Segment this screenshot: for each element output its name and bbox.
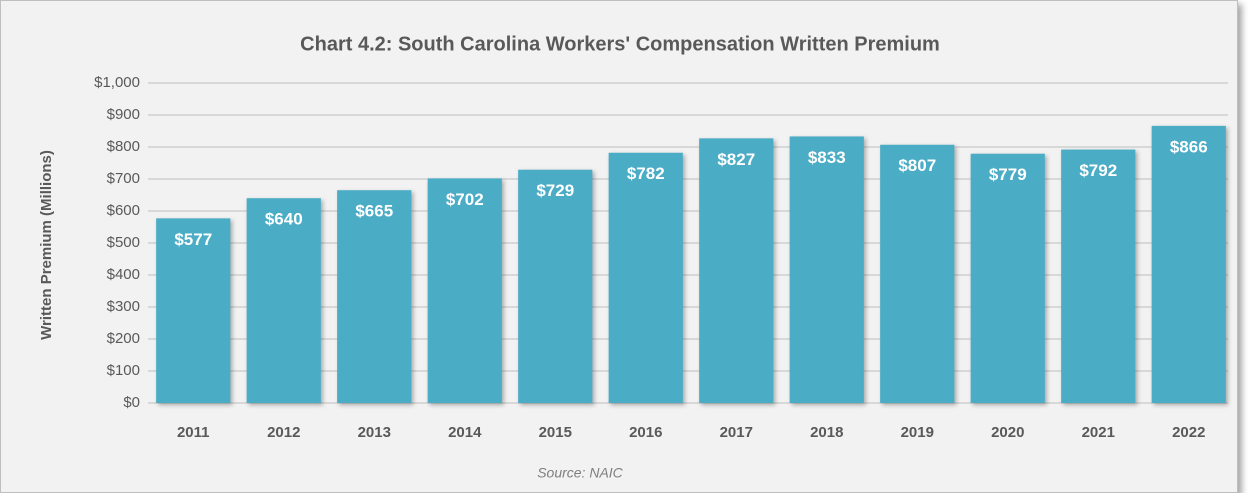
data-label: $827 [717, 150, 755, 169]
x-tick-label: 2013 [358, 424, 391, 441]
y-tick-label: $800 [107, 138, 140, 155]
bar [337, 190, 412, 403]
bar [1061, 149, 1136, 403]
data-label: $640 [265, 210, 303, 229]
data-label: $807 [898, 156, 936, 175]
bar [789, 136, 864, 403]
x-tick-label: 2017 [720, 424, 753, 441]
bar [246, 198, 321, 403]
x-tick-label: 2022 [1172, 424, 1205, 441]
data-label: $792 [1079, 161, 1117, 180]
bar [156, 218, 231, 403]
source-note: Source: NAIC [537, 465, 623, 481]
x-tick-label: 2016 [629, 424, 662, 441]
x-tick-label: 2011 [177, 424, 210, 441]
bar [608, 152, 683, 403]
data-label: $866 [1170, 137, 1208, 156]
bar [518, 169, 593, 403]
bar [699, 138, 774, 404]
data-label: $577 [174, 230, 212, 249]
x-tick-label: 2012 [267, 424, 300, 441]
y-tick-label: $500 [107, 234, 140, 251]
y-tick-label: $0 [123, 394, 140, 411]
y-axis-label: Written Premium (Millions) [38, 150, 55, 340]
y-tick-label: $900 [107, 106, 140, 123]
data-label: $782 [627, 164, 665, 183]
x-tick-label: 2019 [901, 424, 934, 441]
bar [427, 178, 502, 403]
x-tick-label: 2018 [810, 424, 843, 441]
y-tick-label: $200 [107, 330, 140, 347]
y-tick-label: $700 [107, 170, 140, 187]
data-label: $729 [536, 181, 574, 200]
data-label: $665 [355, 202, 393, 221]
y-tick-label: $400 [107, 266, 140, 283]
x-tick-label: 2021 [1082, 424, 1115, 441]
chart-title: Chart 4.2: South Carolina Workers' Compe… [300, 33, 940, 55]
data-label: $833 [808, 148, 846, 167]
data-label: $779 [989, 165, 1027, 184]
y-tick-label: $300 [107, 298, 140, 315]
y-tick-label: $100 [107, 362, 140, 379]
y-tick-label: $1,000 [94, 74, 140, 91]
x-tick-label: 2020 [991, 424, 1024, 441]
bar [880, 144, 955, 403]
y-tick-label: $600 [107, 202, 140, 219]
x-tick-label: 2014 [448, 424, 482, 441]
bar [970, 153, 1045, 403]
x-tick-label: 2015 [539, 424, 572, 441]
bar [1151, 125, 1226, 403]
data-label: $702 [446, 190, 484, 209]
